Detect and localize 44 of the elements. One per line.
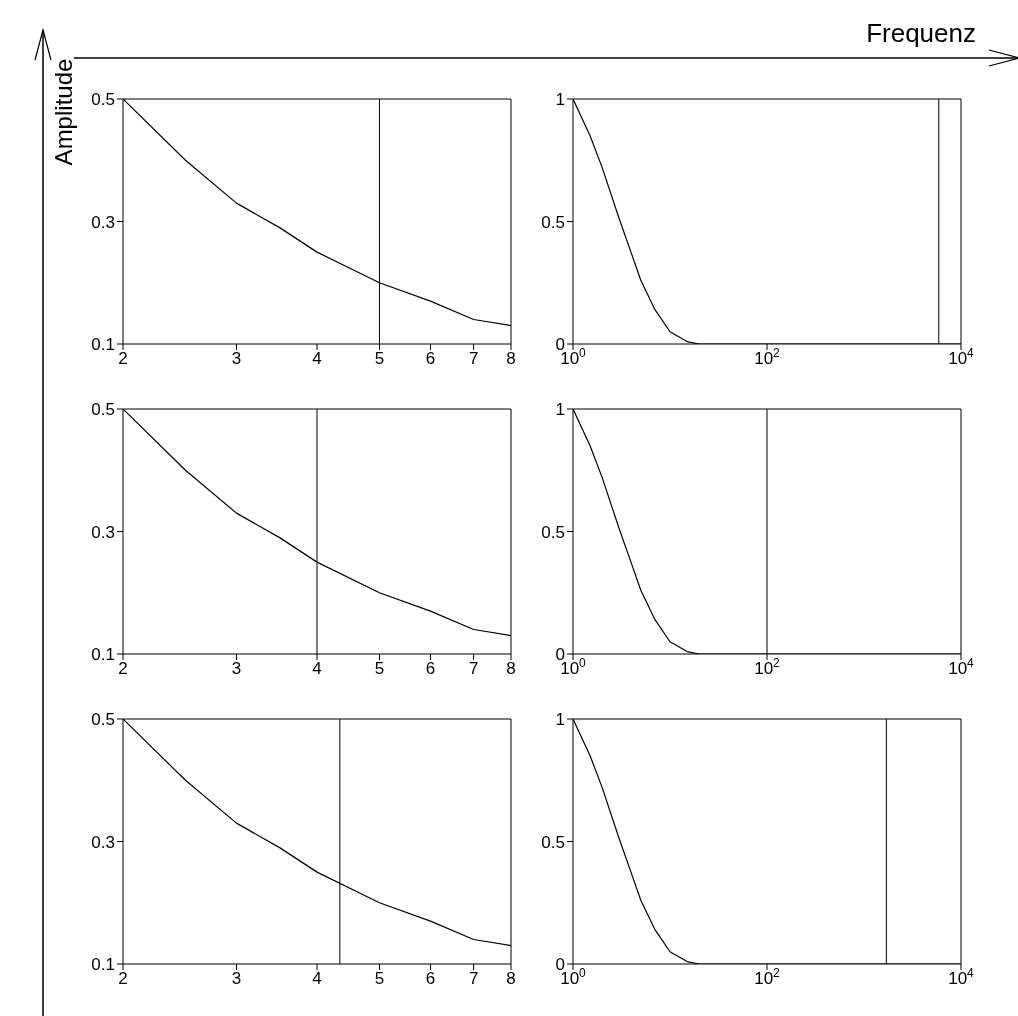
- y-tick-label: 0.5: [541, 522, 565, 542]
- x-axis-title: Frequenz: [866, 18, 976, 49]
- x-tick-label: 4: [312, 969, 322, 988]
- y-tick-label: 0.3: [91, 212, 115, 232]
- y-tick-label: 1: [555, 710, 565, 729]
- x-tick-label: 5: [374, 349, 385, 368]
- x-tick-label: 2: [118, 659, 128, 678]
- x-tick-label: 10$^{4}$: [948, 656, 975, 678]
- x-tick-label: 6: [425, 349, 436, 368]
- y-tick-label: 0.5: [541, 212, 565, 232]
- x-tick-label: 3: [231, 349, 242, 368]
- x-tick-label: 10$^{2}$: [754, 656, 781, 678]
- y-tick-label: 0.1: [91, 955, 115, 974]
- y-tick-label: 0.5: [91, 90, 115, 109]
- x-tick-label: 5: [374, 969, 385, 988]
- x-tick-label: 8: [506, 659, 516, 678]
- x-tick-label: 10$^{2}$: [754, 966, 781, 988]
- y-tick-label: 0.3: [91, 832, 115, 852]
- x-tick-label: 4: [312, 349, 322, 368]
- y-tick-label: 0.1: [91, 335, 115, 354]
- x-tick-label: 7: [468, 969, 479, 988]
- x-tick-label: 10$^{4}$: [948, 966, 975, 988]
- x-tick-label: 7: [468, 659, 479, 678]
- x-tick-label: 4: [312, 659, 322, 678]
- y-tick-label: 0.5: [91, 400, 115, 419]
- y-axis-title: Amplitude: [50, 57, 78, 168]
- x-tick-label: 3: [231, 659, 242, 678]
- x-tick-label: 5: [374, 659, 385, 678]
- x-tick-label: 6: [425, 969, 436, 988]
- x-tick-label: 10$^{2}$: [754, 346, 781, 368]
- x-tick-label: 8: [506, 349, 516, 368]
- y-tick-label: 0.3: [91, 522, 115, 542]
- y-tick-label: 1: [555, 400, 565, 419]
- x-tick-label: 10$^{4}$: [948, 346, 975, 368]
- y-tick-label: 0.1: [91, 645, 115, 664]
- y-tick-label: 0.5: [541, 832, 565, 852]
- x-tick-label: 7: [468, 349, 479, 368]
- x-tick-label: 8: [506, 969, 516, 988]
- x-tick-label: 3: [231, 969, 242, 988]
- x-tick-label: 2: [118, 349, 128, 368]
- y-tick-label: 1: [555, 90, 565, 109]
- x-tick-label: 6: [425, 659, 436, 678]
- y-tick-label: 0.5: [91, 710, 115, 729]
- x-tick-label: 2: [118, 969, 128, 988]
